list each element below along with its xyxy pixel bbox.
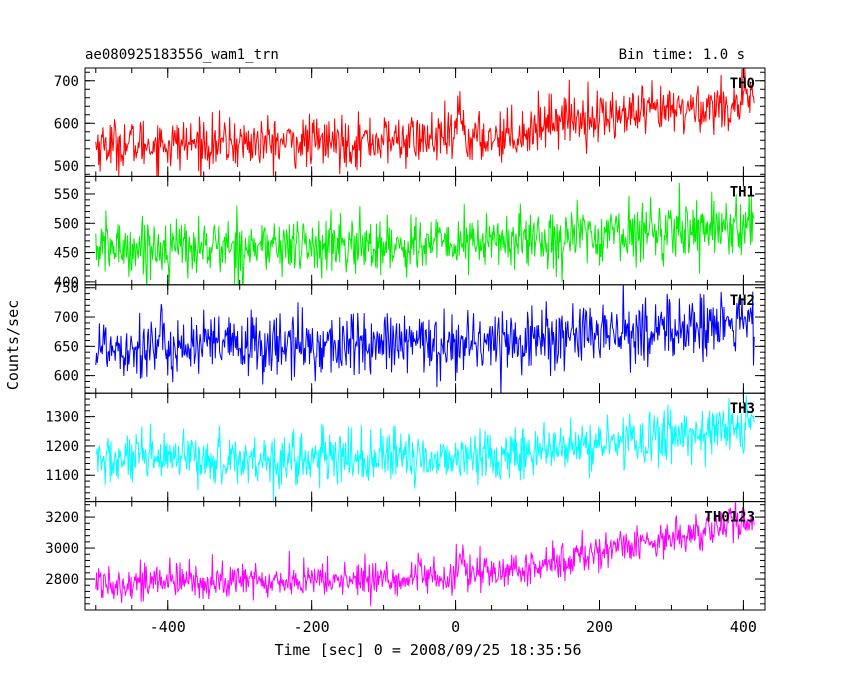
series-label-th0123: TH0123 xyxy=(704,510,755,526)
y-tick-label: 600 xyxy=(54,369,79,385)
panel-frame xyxy=(84,501,766,611)
y-tick-label: 550 xyxy=(54,187,79,203)
y-tick-label: 450 xyxy=(54,246,79,262)
x-tick-label: 200 xyxy=(586,618,613,636)
y-tick-label: 1200 xyxy=(45,439,79,455)
panel-th0: 500 600 700 TH0 xyxy=(54,67,766,177)
y-tick-label: 1100 xyxy=(45,468,79,484)
y-tick-label: 2800 xyxy=(45,572,79,588)
panel-th0123: 2800 3000 3200 TH0123 xyxy=(45,501,766,611)
series-line-th1 xyxy=(95,182,755,285)
x-tick-label: -200 xyxy=(294,618,330,636)
series-label-th2: TH2 xyxy=(730,293,755,309)
panel-th1: 400 450 500 550 TH1 xyxy=(54,175,766,291)
y-tick-label: 400 xyxy=(54,275,79,291)
series-line-th0 xyxy=(95,68,755,177)
x-axis-label: Time [sec] 0 = 2008/09/25 18:35:56 xyxy=(274,641,581,659)
y-tick-label: 700 xyxy=(54,310,79,326)
y-tick-label: 3200 xyxy=(45,510,79,526)
x-tick-label: -400 xyxy=(150,618,186,636)
panel-th3: 1100 1200 1300 TH3 xyxy=(45,392,766,503)
x-axis: -400 -200 0 200 400 xyxy=(150,618,757,636)
series-line-th2 xyxy=(95,284,755,394)
panel-frame xyxy=(84,67,766,177)
y-axis-label: Counts/sec xyxy=(4,300,22,390)
chart-title-left: ae080925183556_wam1_trn xyxy=(85,47,279,63)
y-tick-label: 500 xyxy=(54,216,79,232)
y-tick-label: 650 xyxy=(54,339,79,355)
x-tick-label: 0 xyxy=(451,618,460,636)
chart-title-right: Bin time: 1.0 s xyxy=(619,47,745,63)
series-label-th3: TH3 xyxy=(730,401,755,417)
panel-th2: 600 650 700 750 TH2 xyxy=(54,281,766,394)
series-label-th0: TH0 xyxy=(730,76,755,92)
x-tick-label: 400 xyxy=(730,618,757,636)
panels-group: 500 600 700 TH0 400 450 500 550 TH1 600 650 700 750 T… xyxy=(45,67,766,611)
y-tick-label: 3000 xyxy=(45,541,79,557)
series-line-th0123 xyxy=(95,501,755,607)
y-tick-label: 600 xyxy=(54,116,79,132)
y-tick-label: 750 xyxy=(54,281,79,297)
y-tick-label: 700 xyxy=(54,74,79,90)
y-tick-label: 1300 xyxy=(45,410,79,426)
series-line-th3 xyxy=(95,395,755,502)
series-label-th1: TH1 xyxy=(730,184,755,200)
y-tick-label: 500 xyxy=(54,159,79,175)
